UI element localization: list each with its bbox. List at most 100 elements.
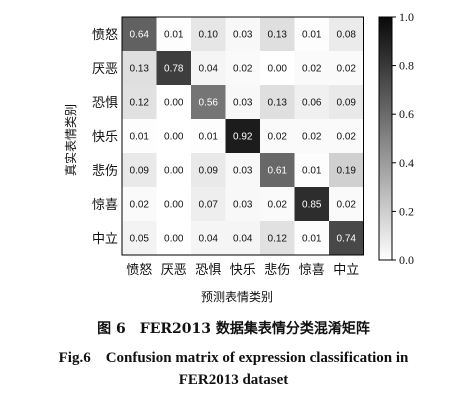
cell-value-label: 0.13 xyxy=(268,30,288,41)
colorbar-tick-label: 0.6 xyxy=(399,107,414,121)
cell-value-label: 0.02 xyxy=(130,200,150,211)
heatmap-cell xyxy=(156,221,191,255)
heatmap-cell xyxy=(294,17,329,51)
x-tick-label: 中立 xyxy=(333,263,359,278)
heatmap-cell xyxy=(122,119,157,153)
y-tick-label: 惊喜 xyxy=(92,198,118,213)
cell-value-label: 0.78 xyxy=(164,64,184,75)
colorbar-tick-label: 0.8 xyxy=(399,59,414,73)
figure-caption-english-line2: FER2013 dataset xyxy=(178,372,289,388)
colorbar: 0.0 0.2 0.4 0.6 0.8 1.0 xyxy=(378,10,414,267)
y-tick-label: 恐惧 xyxy=(92,95,118,111)
cell-value-label: 0.61 xyxy=(268,166,288,177)
cell-value-label: 0.02 xyxy=(302,132,322,143)
y-tick-label: 厌恶 xyxy=(92,62,118,77)
cell-value-label: 0.01 xyxy=(199,132,219,143)
colorbar-tick-label: 0.0 xyxy=(399,253,414,267)
cell-value-label: 0.02 xyxy=(337,132,357,143)
heatmap-cell xyxy=(122,153,157,187)
heatmap-cell xyxy=(260,17,295,51)
heatmap-cell xyxy=(191,17,226,51)
cell-value-label: 0.01 xyxy=(302,30,322,41)
cell-value-label: 0.00 xyxy=(164,166,184,177)
x-tick-labels: 愤怒 厌恶 恐惧 快乐 悲伤 惊喜 中立 xyxy=(126,262,359,278)
cell-value-label: 0.01 xyxy=(302,234,322,245)
heatmap-cell xyxy=(156,85,191,119)
heatmap-cell xyxy=(156,119,191,153)
cell-value-label: 0.03 xyxy=(233,98,253,109)
cell-value-label: 0.03 xyxy=(233,30,253,41)
heatmap-cell xyxy=(225,153,260,187)
x-tick-label: 惊喜 xyxy=(299,263,325,278)
heatmap-cell xyxy=(260,51,295,85)
cell-value-label: 0.06 xyxy=(302,98,322,109)
cell-value-label: 0.02 xyxy=(337,200,357,211)
cell-value-label: 0.01 xyxy=(130,132,150,143)
cell-value-label: 0.09 xyxy=(337,98,357,109)
cell-value-label: 0.00 xyxy=(268,64,288,75)
y-tick-label: 悲伤 xyxy=(92,163,118,179)
heatmap-cell xyxy=(225,17,260,51)
heatmap-cell xyxy=(225,51,260,85)
heatmap-cell xyxy=(329,119,364,153)
cell-value-label: 0.74 xyxy=(337,234,357,245)
cell-value-label: 0.13 xyxy=(268,98,288,109)
heatmap-cell xyxy=(191,119,226,153)
heatmap-cell xyxy=(225,187,260,221)
heatmap-cell xyxy=(191,85,226,119)
cell-value-label: 0.04 xyxy=(233,234,253,245)
heatmap-cell xyxy=(156,153,191,187)
figure-caption-english-line1: Fig.6 Confusion matrix of expression cla… xyxy=(58,350,409,366)
cell-value-label: 0.00 xyxy=(164,98,184,109)
heatmap-cell xyxy=(294,119,329,153)
cell-value-label: 0.92 xyxy=(233,132,253,143)
heatmap-cell xyxy=(191,153,226,187)
cell-value-label: 0.64 xyxy=(130,30,150,41)
heatmap-cell xyxy=(294,51,329,85)
heatmap-cell xyxy=(260,119,295,153)
heatmap-cells: 0.64 0.01 0.10 0.03 0.13 0.01 0.08 0.13 0.78 0.04… xyxy=(121,16,364,256)
x-tick-label: 恐惧 xyxy=(195,262,221,278)
cell-value-label: 0.04 xyxy=(199,64,219,75)
heatmap-cell xyxy=(294,85,329,119)
cell-value-label: 0.01 xyxy=(302,166,322,177)
heatmap-cell xyxy=(329,187,364,221)
heatmap-cell xyxy=(225,119,260,153)
heatmap-frame xyxy=(121,16,364,256)
cell-value-label: 0.01 xyxy=(164,30,184,41)
cell-value-label: 0.05 xyxy=(130,234,150,245)
cell-value-label: 0.03 xyxy=(233,166,253,177)
cell-value-label: 0.12 xyxy=(130,98,150,109)
heatmap-cell xyxy=(122,51,157,85)
heatmap-cell xyxy=(329,51,364,85)
y-tick-label: 中立 xyxy=(92,232,118,247)
cell-value-label: 0.09 xyxy=(130,166,150,177)
heatmap-cell xyxy=(191,51,226,85)
heatmap-cell xyxy=(191,221,226,255)
figure-caption-chinese: 图 6 FER2013 数据集表情分类混淆矩阵 xyxy=(97,321,370,337)
cell-value-label: 0.02 xyxy=(302,64,322,75)
heatmap-cell xyxy=(260,85,295,119)
heatmap-cell xyxy=(260,221,295,255)
y-tick-label: 愤怒 xyxy=(92,28,118,43)
colorbar-tick-label: 0.2 xyxy=(399,204,414,218)
cell-value-label: 0.19 xyxy=(337,166,357,177)
x-tick-label: 愤怒 xyxy=(126,263,152,278)
heatmap-cell xyxy=(191,187,226,221)
heatmap-cell xyxy=(156,187,191,221)
y-tick-label: 快乐 xyxy=(92,130,118,145)
heatmap-cell xyxy=(225,85,260,119)
cell-value-label: 0.08 xyxy=(337,30,357,41)
cell-value-label: 0.00 xyxy=(164,132,184,143)
heatmap-cell xyxy=(329,221,364,255)
cell-value-label: 0.09 xyxy=(199,166,219,177)
colorbar-tick-label: 0.4 xyxy=(399,156,414,170)
heatmap-cell xyxy=(156,17,191,51)
heatmap-cell xyxy=(294,153,329,187)
colorbar-tick-label: 1.0 xyxy=(399,10,414,24)
cell-value-label: 0.00 xyxy=(164,234,184,245)
colorbar-gradient xyxy=(378,16,393,261)
heatmap-cell xyxy=(122,187,157,221)
heatmap-cell xyxy=(225,221,260,255)
x-tick-label: 快乐 xyxy=(230,263,256,278)
